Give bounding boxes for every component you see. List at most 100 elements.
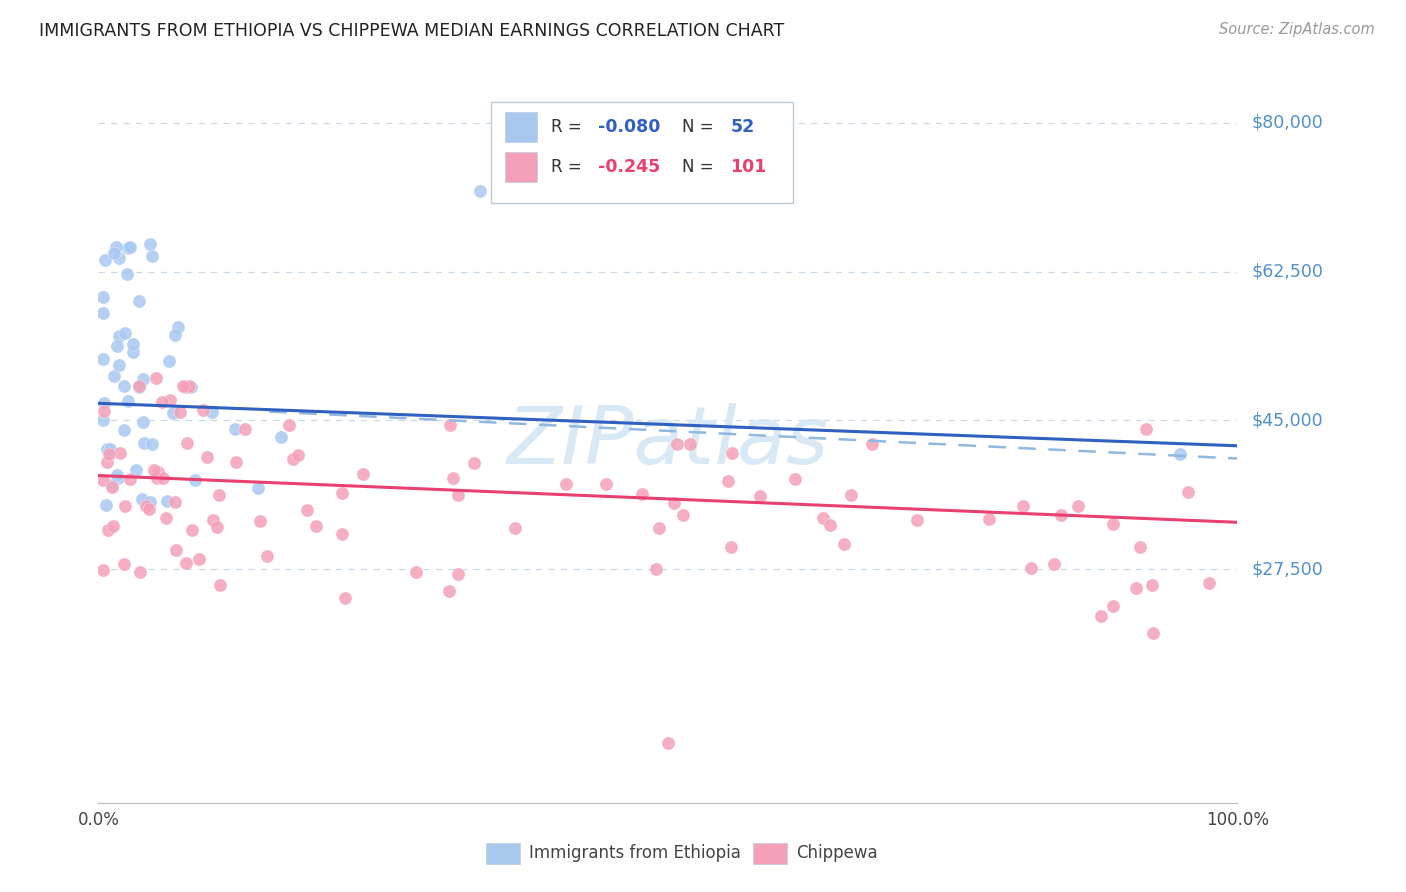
Point xyxy=(224,422,246,436)
Point xyxy=(138,501,160,516)
Point xyxy=(662,496,685,510)
Point xyxy=(330,527,353,541)
Point xyxy=(907,513,929,527)
Point xyxy=(333,591,356,606)
Point xyxy=(648,521,671,535)
Text: 101: 101 xyxy=(731,158,766,176)
Point xyxy=(1067,500,1090,514)
Point xyxy=(277,417,299,432)
Text: Chippewa: Chippewa xyxy=(797,845,879,863)
Point xyxy=(439,417,461,432)
Text: ZIPatlas: ZIPatlas xyxy=(506,402,830,481)
Point xyxy=(128,294,150,309)
Point xyxy=(181,523,204,537)
Point xyxy=(249,514,271,528)
Point xyxy=(108,446,131,460)
Point xyxy=(91,306,114,320)
Text: $62,500: $62,500 xyxy=(1251,262,1323,281)
Point xyxy=(91,563,114,577)
Point xyxy=(107,471,129,485)
Text: Immigrants from Ethiopia: Immigrants from Ethiopia xyxy=(529,845,741,863)
Point xyxy=(125,462,148,476)
Point xyxy=(721,445,744,459)
Point xyxy=(1101,599,1123,614)
Point xyxy=(97,524,120,538)
Point xyxy=(1129,540,1152,554)
Point xyxy=(101,519,124,533)
Point xyxy=(114,326,136,340)
Point xyxy=(112,558,135,572)
Point xyxy=(91,413,114,427)
Point xyxy=(184,473,207,487)
Point xyxy=(128,378,150,392)
Point xyxy=(1135,422,1157,436)
Text: Source: ZipAtlas.com: Source: ZipAtlas.com xyxy=(1219,22,1375,37)
Point xyxy=(468,184,491,198)
Point xyxy=(813,511,835,525)
Point xyxy=(208,488,231,502)
Point xyxy=(749,490,772,504)
Point xyxy=(131,371,153,385)
Point xyxy=(176,436,198,450)
Point xyxy=(104,240,127,254)
Point xyxy=(145,471,167,485)
Point xyxy=(463,456,485,470)
Point xyxy=(165,542,187,557)
Point xyxy=(112,379,135,393)
Point xyxy=(94,498,117,512)
Point xyxy=(117,241,139,255)
Point xyxy=(195,450,218,464)
Point xyxy=(447,488,470,502)
Text: -0.245: -0.245 xyxy=(599,158,661,176)
Point xyxy=(1019,561,1042,575)
Bar xyxy=(505,152,537,182)
Point xyxy=(630,486,652,500)
Point xyxy=(167,319,190,334)
Point xyxy=(98,447,121,461)
Point xyxy=(131,491,153,506)
Point xyxy=(1142,625,1164,640)
Point xyxy=(1042,557,1064,571)
Point xyxy=(353,467,375,481)
Point xyxy=(1170,447,1192,461)
Point xyxy=(1090,608,1112,623)
Point xyxy=(105,468,128,483)
Point xyxy=(207,520,229,534)
Point xyxy=(1102,517,1125,532)
Point xyxy=(96,454,118,468)
Point xyxy=(839,488,862,502)
Point xyxy=(256,549,278,563)
Text: $27,500: $27,500 xyxy=(1251,560,1323,578)
Point xyxy=(103,246,125,260)
FancyBboxPatch shape xyxy=(491,102,793,203)
Point xyxy=(141,249,163,263)
Point xyxy=(146,465,169,479)
Point xyxy=(783,472,806,486)
Point xyxy=(977,512,1000,526)
Point xyxy=(305,518,328,533)
Point xyxy=(246,481,269,495)
Point xyxy=(180,380,202,394)
Point xyxy=(165,327,187,342)
Text: -0.080: -0.080 xyxy=(599,119,661,136)
Point xyxy=(665,437,688,451)
Point xyxy=(832,537,855,551)
Point xyxy=(1012,499,1035,513)
Point xyxy=(505,521,527,535)
Point xyxy=(297,503,319,517)
Point xyxy=(1049,508,1071,523)
Text: N =: N = xyxy=(682,158,718,176)
Point xyxy=(720,540,742,554)
Point xyxy=(107,252,129,266)
Point xyxy=(98,442,121,456)
Point xyxy=(115,267,138,281)
Point xyxy=(1198,575,1220,590)
Point xyxy=(439,584,461,599)
Point xyxy=(208,578,231,592)
Point xyxy=(157,353,180,368)
Point xyxy=(818,517,841,532)
Point xyxy=(139,236,162,251)
Text: R =: R = xyxy=(551,158,586,176)
Point xyxy=(657,736,679,750)
Point xyxy=(96,442,118,456)
